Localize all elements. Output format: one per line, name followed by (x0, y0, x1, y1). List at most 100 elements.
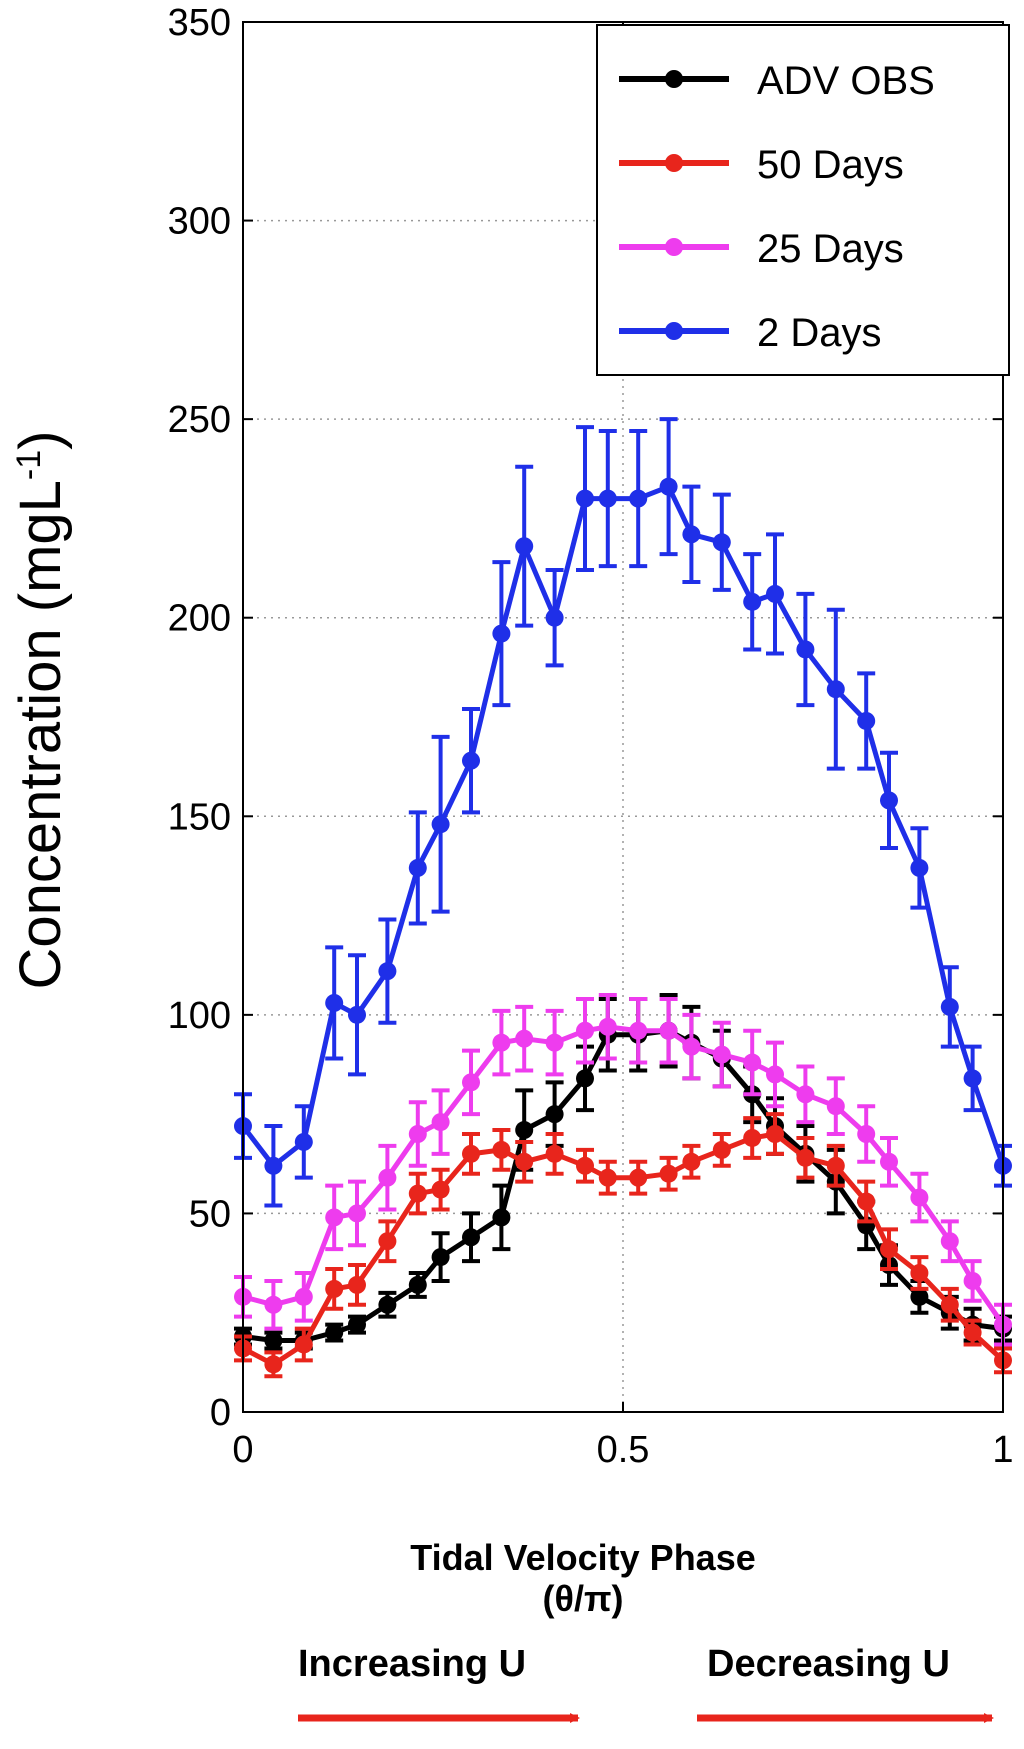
data-point (598, 1168, 617, 1187)
data-point (857, 1192, 876, 1211)
data-point (857, 1125, 876, 1143)
series-line (242, 1024, 1006, 1327)
data-point (515, 537, 534, 556)
data-point (826, 1097, 845, 1116)
legend-marker-25-days (665, 238, 683, 256)
data-point (431, 1113, 450, 1132)
data-point (576, 1069, 594, 1088)
y-tick-label: 100 (168, 995, 231, 1037)
data-point (545, 1033, 564, 1052)
legend-marker-50-days (665, 154, 683, 172)
data-point (880, 791, 898, 810)
data-point (963, 1069, 982, 1088)
data-point (294, 1132, 313, 1151)
data-point (712, 1140, 731, 1159)
data-point (682, 525, 701, 544)
data-point (348, 1275, 366, 1294)
data-point (826, 680, 845, 699)
x-tick-label: 0 (232, 1429, 253, 1471)
data-point (940, 1232, 959, 1251)
data-point (325, 993, 344, 1012)
data-point (880, 1152, 898, 1171)
data-point (766, 584, 784, 603)
data-point (378, 962, 397, 981)
data-point (743, 1053, 762, 1072)
data-point (712, 1045, 731, 1064)
data-point (659, 477, 678, 496)
data-point (348, 1005, 366, 1024)
data-point (264, 1331, 283, 1350)
y-tick-label: 350 (168, 2, 231, 44)
data-point (431, 1180, 450, 1199)
data-point (629, 489, 648, 508)
x-axis-ticks: 0 0.5 1 (232, 22, 1014, 1471)
data-point (378, 1232, 397, 1251)
data-point (880, 1240, 898, 1259)
data-point (743, 1128, 762, 1147)
x-axis-label-subtitle: (θ/π) (543, 1578, 624, 1619)
data-point (408, 1184, 427, 1203)
data-point (910, 1287, 929, 1306)
data-point (826, 1156, 845, 1175)
legend: ADV OBS 50 Days 25 Days 2 Days (596, 24, 1010, 376)
data-point (515, 1152, 534, 1171)
phase-annotations: Increasing U Decreasing U (298, 1643, 994, 1723)
data-point (940, 1295, 959, 1314)
data-point (408, 858, 427, 877)
data-point (598, 1017, 617, 1036)
data-point (294, 1287, 313, 1306)
data-point (743, 592, 762, 611)
data-point (264, 1156, 283, 1175)
x-tick-label: 0.5 (597, 1429, 650, 1471)
data-point (910, 1264, 929, 1282)
data-point (766, 1065, 784, 1084)
data-point (629, 1021, 648, 1040)
increasing-u-label: Increasing U (298, 1643, 526, 1685)
data-point (963, 1271, 982, 1290)
series-2-days (234, 417, 1012, 1208)
data-point (325, 1323, 344, 1342)
data-point (378, 1168, 397, 1187)
data-point (963, 1323, 982, 1342)
data-point (264, 1295, 283, 1314)
data-point (515, 1029, 534, 1048)
legend-marker-adv-obs (665, 70, 683, 88)
data-point (462, 1144, 480, 1163)
y-axis-label: Concentration (mgL-1) (8, 431, 73, 990)
data-point (545, 608, 564, 627)
data-point (576, 489, 594, 508)
data-point (462, 751, 480, 770)
data-point (682, 1037, 701, 1056)
data-point (264, 1355, 283, 1374)
legend-label-adv-obs: ADV OBS (757, 59, 935, 103)
data-point (682, 1152, 701, 1171)
x-tick-label: 1 (992, 1429, 1013, 1471)
data-point (515, 1121, 534, 1140)
y-tick-label: 300 (168, 201, 231, 243)
y-tick-label: 200 (168, 598, 231, 640)
data-point (659, 1021, 678, 1040)
y-tick-label: 0 (210, 1392, 231, 1434)
legend-box (596, 24, 1010, 376)
legend-label-50-days: 50 Days (757, 143, 904, 187)
x-axis-label: Tidal Velocity Phase (410, 1537, 756, 1578)
data-point (462, 1073, 480, 1092)
decreasing-u-label: Decreasing U (707, 1643, 950, 1685)
data-point (492, 1033, 511, 1052)
data-point (545, 1105, 564, 1124)
y-tick-label: 50 (189, 1193, 231, 1235)
legend-label-2-days: 2 Days (757, 311, 882, 355)
y-axis-ticks: 0 50 100 150 200 250 300 350 (168, 2, 1003, 1434)
data-point (462, 1228, 480, 1247)
data-point (712, 533, 731, 552)
data-point (629, 1168, 648, 1187)
series-line (242, 1028, 1004, 1343)
data-point (492, 624, 511, 643)
y-tick-label: 150 (168, 796, 231, 838)
series-line (241, 1131, 1005, 1367)
data-point (492, 1140, 511, 1159)
series-line (241, 484, 1006, 1169)
legend-marker-2-days (665, 322, 683, 340)
data-point (408, 1275, 427, 1294)
